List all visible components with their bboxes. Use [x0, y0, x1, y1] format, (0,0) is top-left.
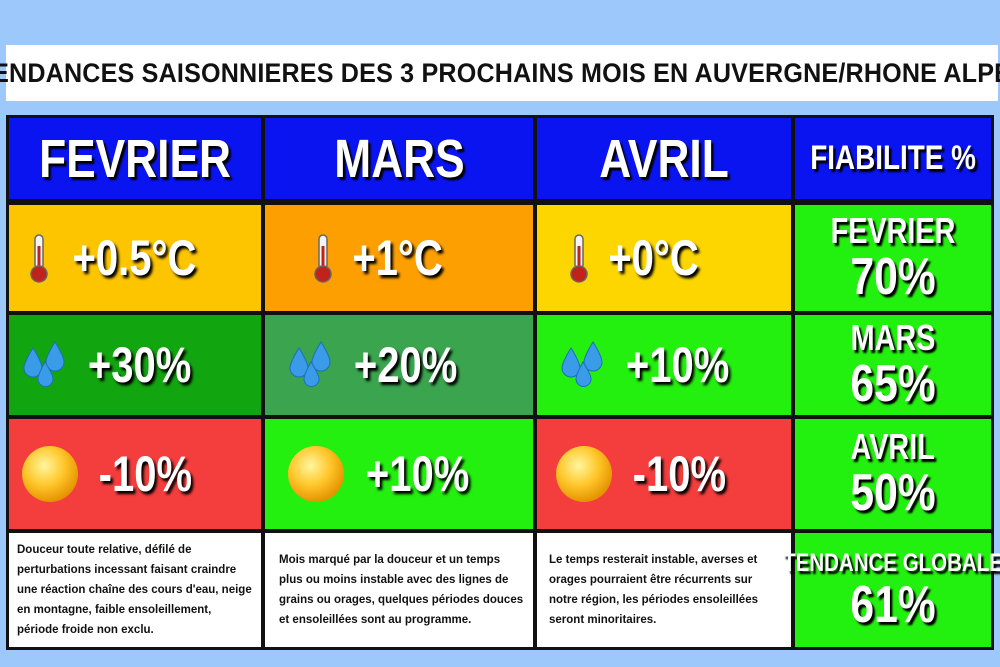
header-label: MARS	[333, 128, 465, 189]
precipitation-avril: +10%	[537, 315, 791, 415]
reliability-value: 65%	[850, 355, 936, 413]
sunshine-value: +10%	[365, 446, 470, 502]
description-mars: Mois marqué par la douceur et un temps p…	[265, 533, 533, 647]
reliability-label: FEVRIER	[830, 210, 956, 251]
page-title: TENDANCES SAISONNIERES DES 3 PROCHAINS M…	[0, 57, 1000, 88]
raindrops-icon	[23, 341, 65, 387]
sunshine-value: -10%	[632, 446, 727, 502]
reliability-label: MARS	[850, 317, 936, 358]
reliability-value: 61%	[850, 576, 936, 634]
sun-icon	[288, 446, 344, 502]
reliability-label: TENDANCE GLOBALE	[783, 549, 1000, 577]
header-fiabilite: FIABILITE %	[795, 118, 991, 199]
sun-icon	[556, 446, 612, 502]
thermometer-icon	[30, 234, 48, 283]
header-mars: MARS	[265, 118, 533, 199]
sunshine-avril: -10%	[537, 419, 791, 529]
header-label: AVRIL	[599, 128, 729, 189]
thermometer-icon	[314, 234, 332, 283]
sunshine-fevrier: -10%	[9, 419, 261, 529]
precipitation-value: +30%	[87, 337, 192, 393]
precipitation-value: +10%	[625, 337, 730, 393]
description-avril: Le temps resterait instable, averses et …	[537, 533, 791, 647]
temperature-value: +1°C	[352, 230, 443, 286]
description-fevrier: Douceur toute relative, défilé de pertur…	[9, 533, 261, 647]
precipitation-mars: +20%	[265, 315, 533, 415]
header-avril: AVRIL	[537, 118, 791, 199]
sun-icon	[22, 446, 78, 502]
sunshine-mars: +10%	[265, 419, 533, 529]
reliability-global: TENDANCE GLOBALE 61%	[783, 533, 1000, 647]
temperature-value: +0°C	[608, 230, 699, 286]
description-text: Douceur toute relative, défilé de pertur…	[17, 544, 252, 636]
reliability-value: 50%	[850, 464, 936, 522]
reliability-fevrier: FEVRIER 70%	[795, 205, 991, 311]
temperature-fevrier: +0.5°C	[9, 205, 261, 311]
description-text: Mois marqué par la douceur et un temps p…	[279, 554, 524, 626]
description-text: Le temps resterait instable, averses et …	[549, 554, 758, 626]
temperature-value: +0.5°C	[72, 230, 197, 286]
reliability-value: 70%	[850, 248, 936, 306]
reliability-label: AVRIL	[850, 426, 936, 467]
raindrops-icon	[561, 341, 603, 387]
reliability-avril: AVRIL 50%	[795, 419, 991, 529]
header-fevrier: FEVRIER	[9, 118, 261, 199]
precipitation-value: +20%	[353, 337, 458, 393]
header-label: FEVRIER	[39, 128, 231, 189]
raindrops-icon	[289, 341, 331, 387]
sunshine-value: -10%	[98, 446, 193, 502]
temperature-avril: +0°C	[537, 205, 791, 311]
temperature-mars: +1°C	[265, 205, 533, 311]
thermometer-icon	[570, 234, 588, 283]
reliability-mars: MARS 65%	[795, 315, 991, 415]
title-bar: TENDANCES SAISONNIERES DES 3 PROCHAINS M…	[0, 45, 1000, 101]
forecast-table: FEVRIER MARS AVRIL FIABILITE % +0.5°C +1…	[6, 115, 1000, 650]
header-label: FIABILITE %	[810, 139, 976, 177]
precipitation-fevrier: +30%	[9, 315, 261, 415]
